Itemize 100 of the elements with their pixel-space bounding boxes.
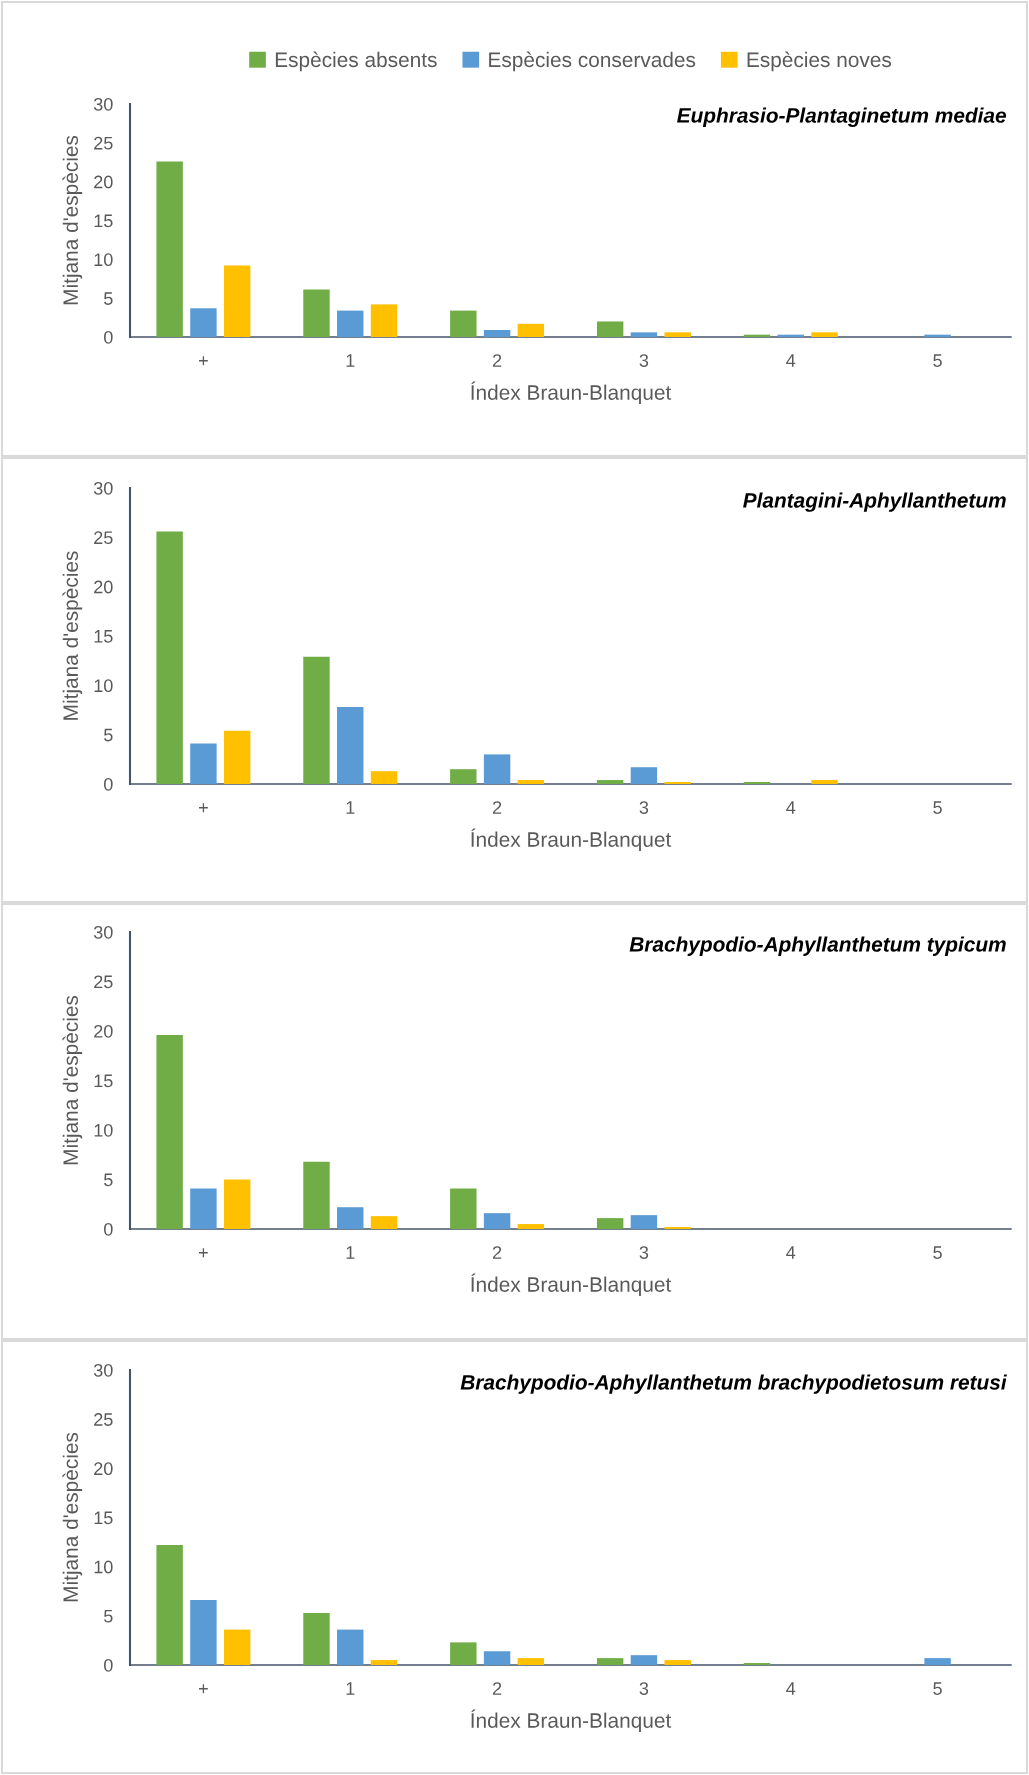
x-tick-label: 5 bbox=[933, 354, 942, 367]
bar bbox=[450, 1188, 477, 1229]
y-tick-label: 30 bbox=[93, 97, 113, 111]
x-tick-label: 1 bbox=[346, 1246, 355, 1259]
y-tick-label: 25 bbox=[94, 975, 113, 989]
bar bbox=[517, 1658, 545, 1665]
bar bbox=[664, 1660, 691, 1665]
y-tick-label: 10 bbox=[94, 253, 113, 267]
chart-title: Euphrasio-Plantaginetum mediae bbox=[677, 107, 1007, 127]
bar bbox=[517, 780, 545, 784]
x-axis-title: Índex Braun-Blanquet bbox=[471, 1709, 672, 1732]
y-tick-label: 25 bbox=[94, 531, 113, 545]
y-axis-title: Mitjana d'espècies bbox=[62, 135, 83, 305]
x-axis-title: Índex Braun-Blanquet bbox=[471, 1273, 672, 1296]
y-tick-label: 25 bbox=[94, 1413, 113, 1426]
bar bbox=[450, 769, 477, 784]
bar bbox=[370, 1216, 398, 1229]
x-tick-label: 3 bbox=[639, 1682, 649, 1695]
x-tick-label: 5 bbox=[933, 801, 942, 814]
legend-label: Espècies noves bbox=[747, 51, 892, 72]
chart-title: Plantagini-Aphyllanthetum bbox=[743, 492, 1006, 512]
x-tick-label: + bbox=[199, 803, 208, 813]
bar bbox=[303, 1612, 330, 1665]
x-tick-label: 3 bbox=[639, 354, 649, 367]
bar bbox=[483, 1651, 511, 1665]
bar bbox=[337, 1207, 364, 1229]
bar bbox=[483, 754, 511, 784]
x-tick-label: 5 bbox=[933, 1682, 942, 1695]
y-tick-label: 0 bbox=[104, 1222, 113, 1236]
y-tick-label: 15 bbox=[94, 1074, 113, 1088]
bar bbox=[156, 1545, 183, 1665]
bar bbox=[370, 1660, 398, 1665]
legend-label: Espècies absents bbox=[275, 51, 437, 72]
x-tick-label: 4 bbox=[786, 801, 796, 814]
y-tick-label: 5 bbox=[104, 292, 113, 305]
x-tick-label: 4 bbox=[786, 1682, 796, 1695]
bar bbox=[450, 1642, 477, 1665]
bar bbox=[156, 161, 183, 337]
y-axis-title: Mitjana d'espècies bbox=[62, 1432, 83, 1602]
y-axis-title: Mitjana d'espècies bbox=[62, 551, 83, 720]
bar bbox=[596, 1658, 624, 1665]
bar bbox=[811, 780, 838, 784]
bar bbox=[370, 304, 398, 337]
y-tick-label: 30 bbox=[93, 481, 113, 495]
y-tick-label: 15 bbox=[94, 630, 113, 643]
y-tick-label: 0 bbox=[104, 1658, 113, 1672]
bar bbox=[596, 780, 624, 784]
bar bbox=[630, 1215, 658, 1229]
x-tick-label: 5 bbox=[933, 1246, 942, 1259]
x-tick-label: 3 bbox=[639, 1246, 649, 1259]
x-tick-label: 3 bbox=[639, 801, 649, 814]
bar bbox=[811, 332, 838, 337]
bar bbox=[664, 332, 691, 337]
x-axis-title: Índex Braun-Blanquet bbox=[471, 381, 672, 404]
y-tick-label: 20 bbox=[94, 175, 113, 189]
bar bbox=[630, 332, 658, 337]
x-tick-label: 1 bbox=[346, 354, 355, 367]
x-axis-title: Índex Braun-Blanquet bbox=[471, 828, 672, 851]
x-tick-label: + bbox=[199, 356, 208, 366]
bar bbox=[303, 1161, 330, 1229]
y-tick-label: 10 bbox=[94, 679, 113, 693]
bar bbox=[450, 310, 477, 337]
bar bbox=[190, 1188, 217, 1229]
bar bbox=[596, 321, 624, 337]
y-tick-label: 0 bbox=[104, 330, 113, 344]
y-tick-label: 15 bbox=[94, 214, 113, 228]
x-tick-label: + bbox=[199, 1248, 208, 1258]
bar bbox=[630, 1655, 658, 1665]
y-tick-label: 20 bbox=[94, 580, 113, 594]
bar bbox=[223, 1179, 251, 1229]
bar bbox=[596, 1218, 624, 1229]
bar bbox=[517, 323, 545, 337]
legend-label: Espècies conservades bbox=[489, 51, 696, 72]
chart-title: Brachypodio-Aphyllanthetum brachypodietosum retusi bbox=[460, 1374, 1007, 1394]
y-tick-label: 30 bbox=[93, 1363, 113, 1377]
y-tick-label: 10 bbox=[94, 1123, 113, 1137]
bar bbox=[190, 743, 217, 784]
y-tick-label: 5 bbox=[104, 728, 113, 742]
y-tick-label: 25 bbox=[94, 136, 113, 150]
bar bbox=[303, 656, 330, 784]
bar bbox=[223, 265, 251, 337]
bar bbox=[190, 308, 217, 337]
y-tick-label: 10 bbox=[94, 1560, 113, 1574]
y-tick-label: 5 bbox=[104, 1173, 113, 1187]
bar bbox=[156, 1034, 183, 1229]
y-tick-label: 30 bbox=[93, 925, 113, 939]
bar bbox=[337, 707, 364, 784]
x-tick-label: 4 bbox=[786, 1246, 796, 1259]
bar bbox=[223, 1629, 251, 1665]
y-axis-title: Mitjana d'espècies bbox=[62, 995, 83, 1165]
bar bbox=[337, 310, 364, 337]
x-tick-label: + bbox=[199, 1684, 208, 1694]
y-tick-label: 15 bbox=[94, 1511, 113, 1525]
x-tick-label: 1 bbox=[346, 801, 355, 814]
x-tick-label: 4 bbox=[786, 354, 796, 367]
bar bbox=[337, 1629, 364, 1665]
bar bbox=[483, 330, 511, 337]
y-tick-label: 20 bbox=[94, 1024, 113, 1038]
bar bbox=[303, 289, 330, 337]
bar bbox=[223, 730, 251, 784]
